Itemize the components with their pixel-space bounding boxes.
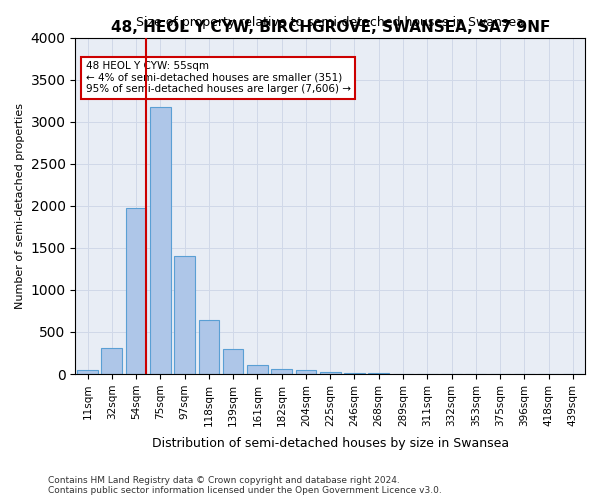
Bar: [77, 370, 98, 374]
Bar: [223, 349, 244, 374]
Text: Contains HM Land Registry data © Crown copyright and database right 2024.
Contai: Contains HM Land Registry data © Crown c…: [48, 476, 442, 495]
Bar: [344, 373, 365, 374]
Bar: [150, 108, 170, 374]
Bar: [199, 320, 219, 374]
Bar: [320, 372, 341, 374]
Title: 48, HEOL Y CYW, BIRCHGROVE, SWANSEA, SA7 9NF: 48, HEOL Y CYW, BIRCHGROVE, SWANSEA, SA7…: [110, 20, 550, 35]
Bar: [126, 208, 146, 374]
X-axis label: Distribution of semi-detached houses by size in Swansea: Distribution of semi-detached houses by …: [152, 437, 509, 450]
Bar: [368, 373, 389, 374]
Y-axis label: Number of semi-detached properties: Number of semi-detached properties: [15, 103, 25, 309]
Text: Size of property relative to semi-detached houses in Swansea: Size of property relative to semi-detach…: [136, 16, 524, 29]
Bar: [101, 348, 122, 374]
Text: 48 HEOL Y CYW: 55sqm
← 4% of semi-detached houses are smaller (351)
95% of semi-: 48 HEOL Y CYW: 55sqm ← 4% of semi-detach…: [86, 61, 350, 94]
Bar: [174, 256, 195, 374]
Bar: [247, 365, 268, 374]
Bar: [271, 368, 292, 374]
Bar: [296, 370, 316, 374]
